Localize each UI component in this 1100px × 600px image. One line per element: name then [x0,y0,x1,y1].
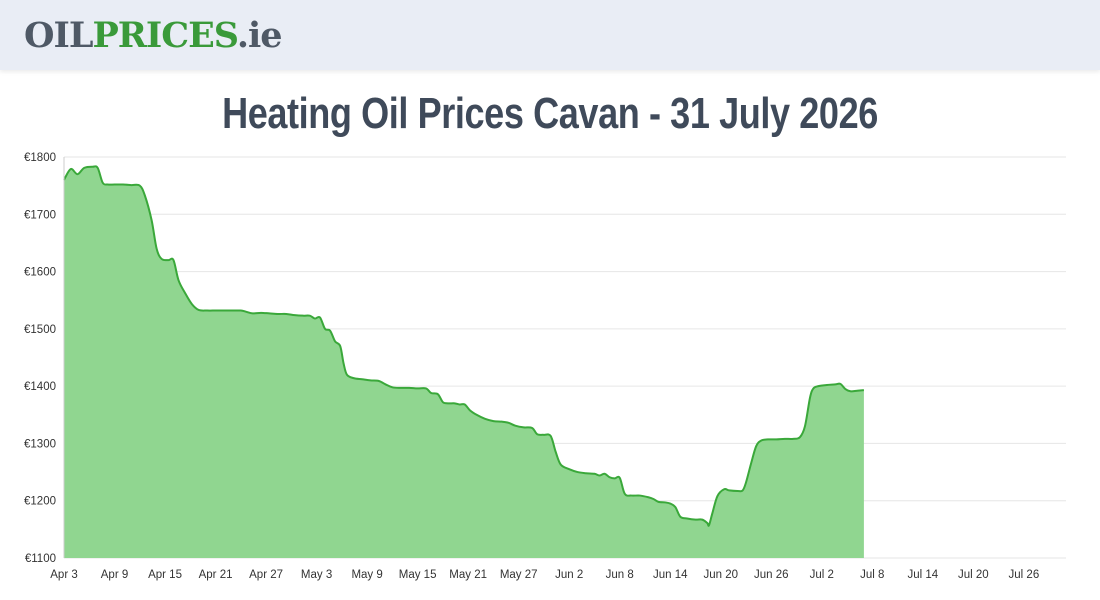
x-tick-label: Jun 20 [703,569,738,581]
y-tick-label: €1200 [24,496,56,508]
x-tick-label: Jun 8 [606,569,634,581]
x-tick-label: May 27 [500,569,538,581]
chart-area-layer [63,165,864,559]
site-logo[interactable]: OILPRICES.ie [24,14,283,58]
price-line [63,165,864,527]
y-tick-label: €1500 [24,324,56,336]
x-tick-label: Jul 2 [810,569,834,581]
x-tick-label: Jul 20 [958,569,989,581]
x-tick-label: Jul 14 [907,569,938,581]
price-chart: €1100 €1200 €1300 €1400 €1500 €1600 €1700 €1800… [24,152,1066,581]
x-tick-label: Jun 14 [653,569,688,581]
x-tick-label: May 3 [301,569,332,581]
x-tick-label: May 9 [351,569,382,581]
x-axis: Apr 3 Apr 9 Apr 15 Apr 21 Apr 27 May 3 May 9 Ma… [50,569,1039,581]
y-tick-label: €1100 [25,553,56,565]
x-tick-label: Jun 26 [754,569,789,581]
x-tick-label: May 21 [449,569,487,581]
y-axis: €1100 €1200 €1300 €1400 €1500 €1600 €1700 €1800 [24,152,65,565]
y-tick-label: €1700 [24,209,56,221]
y-tick-label: €1800 [24,152,56,164]
x-tick-label: Apr 9 [101,569,129,581]
x-tick-label: Apr 15 [148,569,182,581]
x-tick-label: Apr 27 [249,569,283,581]
y-tick-label: €1400 [24,381,56,393]
logo-text-oil: OIL [24,15,93,56]
price-area-fill [64,166,864,559]
logo-text-prices: PRICES [92,15,237,56]
x-tick-label: Jul 26 [1009,569,1040,581]
x-tick-label: Apr 3 [50,569,78,581]
logo-text-ie: .ie [236,15,283,56]
y-tick-label: €1300 [24,438,56,450]
x-tick-label: May 15 [399,569,437,581]
x-tick-label: Jun 2 [555,569,583,581]
site-header: OILPRICES.ie [0,0,1100,70]
page-title: Heating Oil Prices Cavan - 31 July 2026 [222,89,878,138]
x-tick-label: Jul 8 [860,569,884,581]
x-tick-label: Apr 21 [199,569,233,581]
y-tick-label: €1600 [24,267,56,279]
